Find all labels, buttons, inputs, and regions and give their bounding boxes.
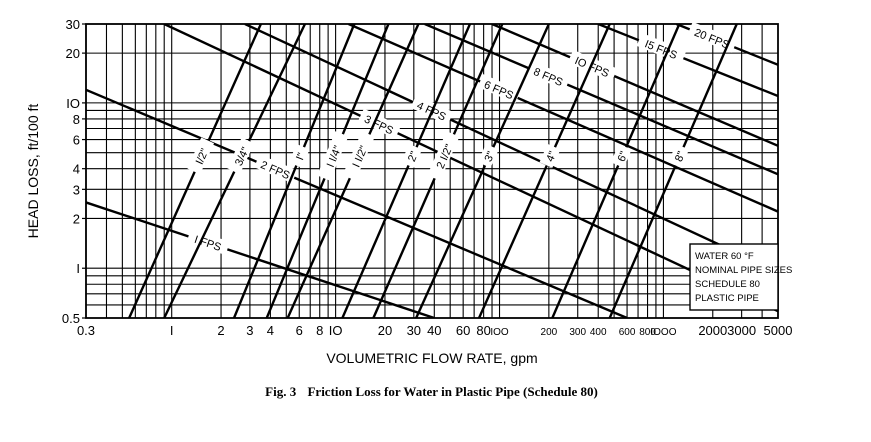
pipe-size-label: 2 I/2"	[435, 143, 456, 171]
pipe-size-label-bg	[227, 137, 255, 175]
velocity-line	[86, 201, 435, 318]
pipe-size-label: 4"	[544, 150, 559, 164]
y-axis-label: HEAD LOSS, ft/100 ft	[25, 104, 41, 239]
pipe-size-line	[415, 24, 550, 318]
caption-label: Fig. 3	[265, 384, 297, 399]
velocity-label-group: I5 FPS	[636, 32, 687, 64]
x-tick-label: 80	[476, 323, 490, 338]
pipe-size-label: I I/2"	[350, 144, 370, 169]
velocity-label-bg	[357, 108, 401, 139]
x-tick-label: 4	[267, 323, 274, 338]
x-tick-label: 5000	[764, 323, 793, 338]
y-tick-label: IO	[66, 96, 80, 111]
y-tick-label: 8	[73, 112, 80, 127]
x-tick-label: 200	[541, 327, 558, 338]
pipe-size-label-bg	[317, 131, 349, 181]
pipe-size-line	[551, 24, 681, 318]
pipe-size-label: 6"	[616, 150, 631, 164]
x-tick-label: 40	[427, 323, 441, 338]
velocity-label-bg	[254, 154, 298, 184]
caption-text: Friction Loss for Water in Plastic Pipe …	[307, 384, 598, 399]
x-tick-label: 6	[296, 323, 303, 338]
velocity-label-group: I FPS	[186, 228, 230, 256]
y-tick-label: 0.5	[62, 311, 80, 326]
x-tick-label: I	[170, 323, 174, 338]
x-tick-label: 600	[619, 327, 636, 338]
pipe-size-label-bg	[187, 137, 215, 175]
x-tick-label: 20	[378, 323, 392, 338]
pipe-size-label-group: 4"	[539, 143, 561, 168]
x-tick-label: 3000	[727, 323, 756, 338]
pipe-size-label-group: 3"	[477, 143, 499, 168]
pipe-size-label-group: 6"	[610, 143, 632, 168]
velocity-label-bg	[636, 32, 687, 64]
velocity-line	[597, 24, 778, 98]
velocity-line	[348, 24, 778, 213]
legend-text: SCHEDULE 80	[695, 279, 760, 290]
x-tick-label: 800	[639, 327, 656, 338]
pipe-size-label-bg	[539, 143, 561, 168]
y-tick-label: 20	[66, 46, 80, 61]
y-tick-label: 30	[66, 17, 80, 32]
x-tick-label: IOO	[490, 327, 509, 338]
x-tick-label: IOOO	[650, 327, 676, 338]
pipe-size-label: I"	[294, 151, 308, 162]
velocity-line	[86, 88, 628, 318]
pipe-size-label-group: I I/2"	[342, 131, 375, 181]
velocity-line	[244, 24, 778, 273]
velocity-label-bg	[477, 74, 521, 104]
velocity-label-bg	[687, 21, 738, 53]
pipe-size-label-group: 8"	[668, 143, 690, 168]
pipe-size-line	[477, 24, 611, 318]
velocity-line	[163, 24, 778, 313]
x-tick-label: IO	[329, 323, 343, 338]
y-tick-label: 3	[73, 182, 80, 197]
pipe-size-label-group: 2 I/2"	[427, 131, 460, 181]
pipe-size-line	[608, 24, 738, 318]
velocity-label-bg	[527, 61, 571, 91]
velocity-label-bg	[567, 49, 618, 82]
x-tick-label: 0.3	[77, 323, 95, 338]
x-tick-label: 300	[569, 327, 586, 338]
x-tick-label: 3	[246, 323, 253, 338]
pipe-size-label-bg	[477, 143, 499, 168]
pipe-size-line	[232, 24, 356, 318]
x-tick-label: 2	[217, 323, 224, 338]
y-tick-label: 4	[73, 162, 80, 177]
pipe-size-label-bg	[610, 143, 632, 168]
legend-text: NOMINAL PIPE SIZES	[695, 265, 792, 276]
pipe-size-label-group: I"	[288, 144, 310, 168]
pipe-size-label-bg	[342, 131, 375, 181]
pipe-size-label: 2"	[406, 150, 421, 164]
x-axis-label: VOLUMETRIC FLOW RATE, gpm	[326, 350, 537, 366]
velocity-line	[424, 24, 778, 176]
x-tick-label: 60	[456, 323, 470, 338]
pipe-size-label: 3"	[483, 150, 498, 164]
velocity-label-bg	[186, 228, 230, 256]
x-tick-label: 2000	[698, 323, 727, 338]
pipe-size-label-bg	[668, 143, 690, 168]
y-tick-label: 6	[73, 133, 80, 148]
legend-text: PLASTIC PIPE	[695, 293, 759, 304]
pipe-size-label-bg	[401, 143, 423, 168]
figure-caption: Fig. 3 Friction Loss for Water in Plasti…	[0, 384, 871, 400]
y-tick-label: I	[76, 261, 80, 276]
pipe-size-label-group: 2"	[401, 143, 423, 168]
x-tick-label: 30	[407, 323, 421, 338]
velocity-label-group: IO FPS	[567, 49, 618, 82]
legend-text: WATER 60 °F	[695, 251, 754, 262]
x-tick-label: 8	[316, 323, 323, 338]
pipe-size-label-bg	[288, 144, 310, 168]
pipe-size-line	[341, 24, 472, 318]
pipe-size-label: 8"	[673, 150, 688, 164]
x-tick-label: 400	[590, 327, 607, 338]
legend-box	[689, 243, 779, 311]
y-tick-label: 2	[73, 211, 80, 226]
pipe-size-label-bg	[427, 131, 460, 181]
